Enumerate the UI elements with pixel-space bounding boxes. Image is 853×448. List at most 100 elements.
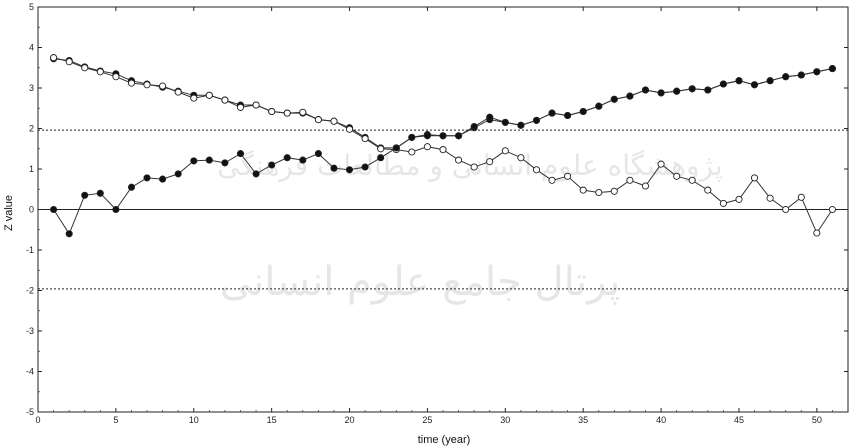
series-1-point [704,186,712,194]
series-1-point [190,94,198,102]
series-1-point [159,82,167,90]
x-tick-label: 30 [500,415,510,425]
series-2-point [735,77,743,85]
series-2-point [548,109,556,117]
x-tick-label: 20 [345,415,355,425]
series-2-point [345,166,354,174]
series-2-point [205,156,213,164]
series-2-point [127,183,136,191]
series-2-point [50,205,58,214]
y-tick-label: 4 [29,43,34,53]
x-tick-label: 25 [422,415,432,425]
series-1-point [657,160,665,168]
series-2-point [408,133,416,141]
x-tick-label: 15 [267,415,277,425]
series-2-point [439,132,447,140]
series-2-point [190,157,198,165]
series-2-point [782,73,790,81]
series-1-point [127,79,136,87]
series-1-point [252,101,260,109]
series-1-point [750,174,759,182]
series-2-point [283,154,291,162]
series-2-point [719,80,727,88]
series-1-point [299,108,307,116]
series-1-point [65,58,73,66]
series-1-point [766,194,774,202]
series-2-point [299,156,307,164]
series-2-point [423,132,431,140]
y-tick-label: -3 [26,326,34,336]
series-1-point [439,146,447,154]
series-1-point [501,147,509,155]
series-2-point [813,68,821,76]
series-1-point [564,172,572,180]
series-1-point [330,117,338,125]
watermark: پژوهشگاه علوم انسانی و مطالعات فرهنگی پر… [217,149,722,305]
series-2-point [455,132,463,140]
series-1-point [455,156,463,164]
series-1-point [470,163,478,171]
series-2-point [797,71,805,79]
series-1-point [813,229,821,237]
series-1-point [828,205,836,214]
series-1-point [268,107,276,116]
series-1-point [782,205,790,214]
series-2-point [112,205,120,214]
series-1-point [96,68,104,76]
series-1-point [205,91,213,99]
series-2-point [143,174,151,182]
series-1-point [143,81,151,89]
series-2-point [361,163,369,171]
x-axis-title: time (year) [418,434,471,446]
series-1-line [53,57,833,235]
y-tick-label: 2 [29,124,34,134]
series-2-point [81,191,89,199]
series-1-point [673,172,681,180]
series-1-point [719,199,727,207]
series-2-point [750,81,759,89]
series-1-point [517,154,525,162]
series-2-point [330,164,338,172]
series-2-point [159,175,167,183]
series-2-point [828,65,836,73]
series-2-point [673,87,681,95]
x-tick-label: 5 [113,415,118,425]
series-2-point [65,230,73,238]
series-1-point [81,64,89,72]
series-1-point [532,166,541,174]
series-1-point [408,148,416,156]
x-tick-label: 50 [812,415,822,425]
x-tick-label: 0 [35,415,40,425]
series-2-point [486,113,494,121]
series-2-point [96,189,104,197]
y-tick-label: 1 [29,164,34,174]
series-1-point [486,158,494,166]
series-1-point [377,145,385,153]
y-tick-label: -1 [26,245,34,255]
series-1-point [174,88,182,96]
series-1-point [735,195,743,203]
x-tick-label: 10 [189,415,199,425]
series-2-point [470,122,478,131]
series-1-point [641,182,650,190]
x-tick-label: 40 [656,415,666,425]
series-2-point [174,170,182,178]
series-2-point [579,107,587,116]
series-2-point [268,161,276,169]
plot-area [38,54,848,290]
series-2-point [595,102,603,110]
series-2-point [657,89,665,97]
x-tick-label: 35 [578,415,588,425]
series-1-point [595,188,603,197]
series-1-point [345,125,354,133]
series-1-point [50,54,58,62]
series-1-point [236,103,245,111]
series-1-point [626,176,634,184]
series-1-point [423,143,431,151]
series-2-point [221,159,229,167]
series-1-point [283,109,291,117]
series-1-point [797,193,805,201]
y-tick-label: 0 [29,205,34,215]
